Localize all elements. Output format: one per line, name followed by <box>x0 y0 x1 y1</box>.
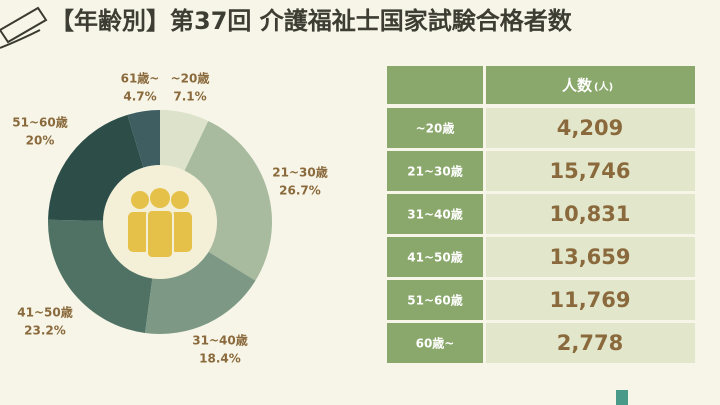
donut-slice <box>184 120 272 281</box>
row-label: ~20歳 <box>416 121 455 136</box>
slice-category-label: 61歳~ <box>121 71 160 86</box>
row-label: 51~60歳 <box>407 293 462 308</box>
table-header-cell <box>486 66 695 104</box>
donut-slice <box>160 110 209 171</box>
row-value-cell <box>486 194 695 234</box>
donut-slice <box>127 110 160 168</box>
row-label-cell <box>387 194 483 234</box>
slice-value-label: 7.1% <box>173 90 206 104</box>
donut-slice <box>48 114 144 221</box>
slice-value-label: 4.7% <box>123 90 156 104</box>
row-label-cell <box>387 280 483 320</box>
row-label: 41~50歳 <box>407 250 462 265</box>
row-value-cell <box>486 108 695 148</box>
chart-title: 【年齢別】第37回 介護福祉士国家試験合格者数 <box>50 7 573 35</box>
slice-category-label: 21~30歳 <box>272 165 327 180</box>
row-label: 21~30歳 <box>407 164 462 179</box>
table: 人数 (人) ~20歳 4,209 21~30歳 15,746 31~40歳 10,831 41… <box>387 66 695 363</box>
slice-value-label: 20% <box>26 134 55 148</box>
row-label: 60歳~ <box>416 336 455 351</box>
slice-value-label: 18.4% <box>199 352 241 366</box>
row-value-cell <box>486 280 695 320</box>
row-label-cell <box>387 151 483 191</box>
row-label-cell <box>387 323 483 363</box>
row-value: 2,778 <box>557 331 623 355</box>
row-value-cell <box>486 151 695 191</box>
slice-value-label: 23.2% <box>24 324 66 338</box>
row-value-cell <box>486 323 695 363</box>
logo-mark <box>616 390 628 405</box>
table-header-title: 人数 <box>562 77 593 95</box>
people-icon <box>128 188 192 259</box>
table-header-unit: (人) <box>594 80 613 93</box>
row-value-cell <box>486 237 695 277</box>
row-value: 11,769 <box>549 288 630 312</box>
row-value: 4,209 <box>557 116 623 140</box>
table-header-blank <box>387 66 483 104</box>
row-label: 31~40歳 <box>407 207 462 222</box>
row-value: 10,831 <box>549 202 630 226</box>
row-label-cell <box>387 108 483 148</box>
donut-slice <box>48 219 153 333</box>
slice-category-label: 51~60歳 <box>12 115 67 130</box>
row-label-cell <box>387 237 483 277</box>
pencil-decoration <box>0 6 48 49</box>
slice-value-label: 26.7% <box>279 184 321 198</box>
slice-category-label: 41~50歳 <box>17 305 72 320</box>
slice-category-label: 31~40歳 <box>192 333 247 348</box>
row-value: 13,659 <box>549 245 630 269</box>
row-value: 15,746 <box>549 159 630 183</box>
donut-slice <box>144 251 256 335</box>
slice-category-label: ~20歳 <box>171 71 210 86</box>
